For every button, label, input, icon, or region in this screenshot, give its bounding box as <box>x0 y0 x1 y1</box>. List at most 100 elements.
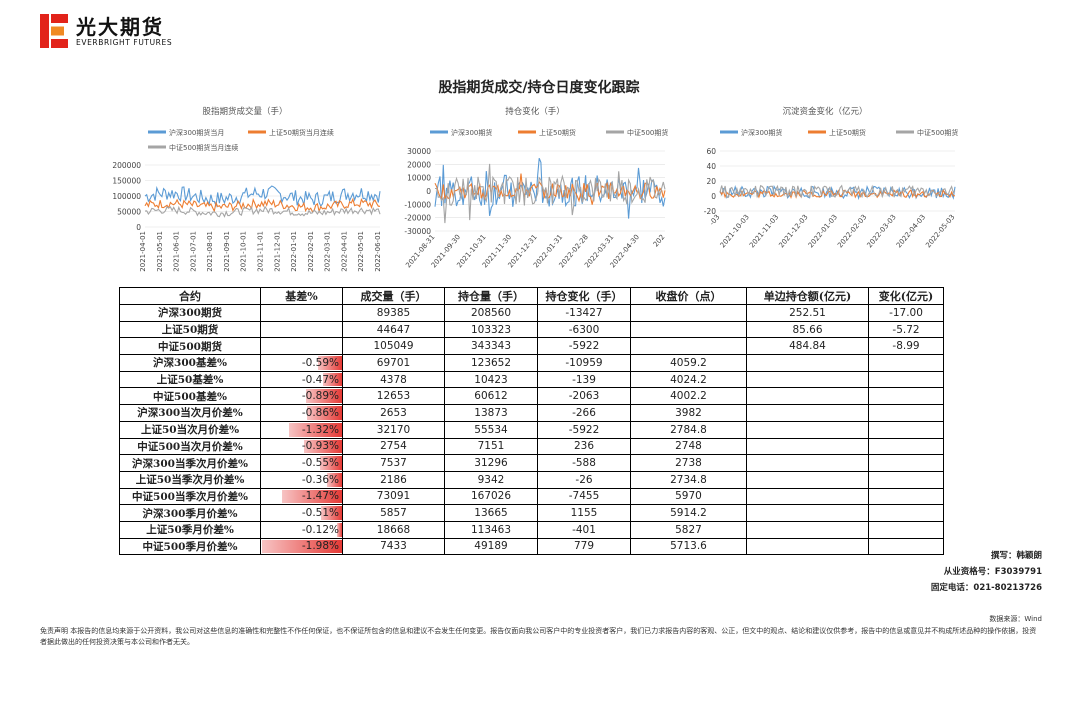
chg-cell: -2063 <box>537 387 631 406</box>
amt_chg-cell <box>868 454 944 472</box>
basis-cell: -0.12% <box>260 520 343 539</box>
y-tick-label: -10000 <box>404 200 431 209</box>
table-row: 上证50期货 44647 103323 -6300 85.66 -5.72 <box>119 320 944 339</box>
amt-cell: 252.51 <box>746 304 869 322</box>
basis-bar <box>327 472 342 487</box>
x-tick-label: 2022-01-03 <box>807 213 839 249</box>
close-cell: 4024.2 <box>630 370 747 389</box>
contract-name: 中证500期货 <box>119 337 261 356</box>
x-tick-label: 2021-11-01 <box>257 231 265 272</box>
y-tick-label: 60 <box>706 147 716 156</box>
amt-cell <box>746 437 869 456</box>
basis-bar <box>282 489 342 504</box>
author-name: 撰写：韩颖朗 <box>990 551 1042 561</box>
brand-logo: 光大期货 EVERBRIGHT FUTURES <box>40 14 172 48</box>
x-tick-label: 2021-06-01 <box>173 231 181 272</box>
chg-cell: -588 <box>537 454 631 472</box>
x-tick-label: 2022-05-03 <box>924 213 956 249</box>
chg-cell: -401 <box>537 520 631 539</box>
amt_chg-cell <box>868 504 944 522</box>
basis-cell <box>260 320 343 339</box>
amt-cell <box>746 487 869 506</box>
basis-value: -0.47% <box>301 373 339 386</box>
amt-cell <box>746 454 869 472</box>
basis-cell: -0.86% <box>260 404 343 422</box>
basis-bar <box>261 539 342 554</box>
contract-name: 沪深300期货 <box>119 304 261 322</box>
disclaimer: 免责声明 本报告的信息均来源于公开资料，我公司对这些信息的准确性和完整性不作任何… <box>40 627 1037 646</box>
x-tick-label: 202 <box>652 233 667 248</box>
amt-cell: 85.66 <box>746 320 869 339</box>
table-row: 沪深300季月价差% -0.51% 5857 13665 1155 5914.2 <box>119 504 944 522</box>
basis-bar <box>322 372 342 387</box>
page-title: 股指期货成交/持仓日度变化跟踪 <box>438 80 640 96</box>
y-tick-label: -30000 <box>404 227 431 236</box>
basis-value: -0.86% <box>301 406 339 419</box>
col-header: 持仓量（手） <box>444 287 538 305</box>
contract-name: 中证500当季次月价差% <box>119 487 261 506</box>
chg-cell: 779 <box>537 537 631 556</box>
futures-table: 合约 基差% 成交量（手） 持仓量（手） 持仓变化（手） 收盘价（点） 单边持仓… <box>119 287 944 556</box>
basis-bar <box>321 506 342 520</box>
oi-change-chart: 持仓变化（手） 沪深300期货 上证50期货 中证500期货 30000 20000 100… <box>390 103 680 278</box>
amt_chg-cell <box>868 470 944 489</box>
oi-cell: 60612 <box>444 387 538 406</box>
close-cell: 2734.8 <box>630 470 747 489</box>
basis-cell: -1.98% <box>260 537 343 556</box>
col-header: 基差% <box>260 287 343 305</box>
contract-name: 上证50当次月价差% <box>119 420 261 439</box>
oi-cell: 343343 <box>444 337 538 356</box>
y-tick-label: 50000 <box>117 208 141 217</box>
series-line <box>144 197 381 214</box>
y-tick-label: 200000 <box>112 161 141 170</box>
y-tick-label: 100000 <box>112 192 141 201</box>
legend-label: 上证50期货 <box>539 128 576 137</box>
x-tick-label: 2021-10-03 <box>719 213 751 249</box>
chg-cell: 236 <box>537 437 631 456</box>
brand-name-en: EVERBRIGHT FUTURES <box>76 37 173 47</box>
x-tick-label: 2022-03-01 <box>324 231 332 272</box>
basis-bar <box>288 422 342 437</box>
close-cell <box>630 337 747 356</box>
x-tick-label: 2022-01-01 <box>290 231 298 272</box>
chg-cell: -139 <box>537 370 631 389</box>
oi-cell: 123652 <box>444 354 538 372</box>
chg-cell: -5922 <box>537 420 631 439</box>
vol-cell: 105049 <box>342 337 445 356</box>
table-row: 上证50当季次月价差% -0.36% 2186 9342 -26 2734.8 <box>119 470 944 489</box>
amt_chg-cell <box>868 387 944 406</box>
amt-cell <box>746 520 869 539</box>
amt-cell <box>746 504 869 522</box>
chg-cell: -7455 <box>537 487 631 506</box>
series-line <box>144 205 381 218</box>
amt-cell <box>746 537 869 556</box>
basis-cell <box>260 337 343 356</box>
contract-name: 沪深300季月价差% <box>119 504 261 522</box>
vol-cell: 5857 <box>342 504 445 522</box>
table-header-row: 合约 基差% 成交量（手） 持仓量（手） 持仓变化（手） 收盘价（点） 单边持仓… <box>119 287 944 305</box>
y-tick-label: -20 <box>704 207 716 216</box>
vol-cell: 2653 <box>342 404 445 422</box>
basis-cell: -0.89% <box>260 387 343 406</box>
y-tick-label: 0 <box>711 192 716 201</box>
vol-cell: 18668 <box>342 520 445 539</box>
col-header: 成交量（手） <box>342 287 445 305</box>
basis-value: -0.36% <box>301 473 339 486</box>
vol-cell: 12653 <box>342 387 445 406</box>
series-line <box>719 184 956 199</box>
y-tick-label: 0 <box>426 187 431 196</box>
amt_chg-cell: -17.00 <box>868 304 944 322</box>
close-cell: 4002.2 <box>630 387 747 406</box>
y-tick-label: 20000 <box>407 160 431 169</box>
oi-cell: 103323 <box>444 320 538 339</box>
chg-cell: -266 <box>537 404 631 422</box>
legend-label: 上证50期货当月连续 <box>269 128 334 137</box>
series-line <box>144 185 381 208</box>
close-cell: 2748 <box>630 437 747 456</box>
legend-label: 中证500期货 <box>627 128 668 137</box>
contract-name: 上证50基差% <box>119 370 261 389</box>
basis-cell: -0.55% <box>260 454 343 472</box>
col-header: 合约 <box>119 287 261 305</box>
chg-cell: 1155 <box>537 504 631 522</box>
y-tick-label: 30000 <box>407 147 431 156</box>
